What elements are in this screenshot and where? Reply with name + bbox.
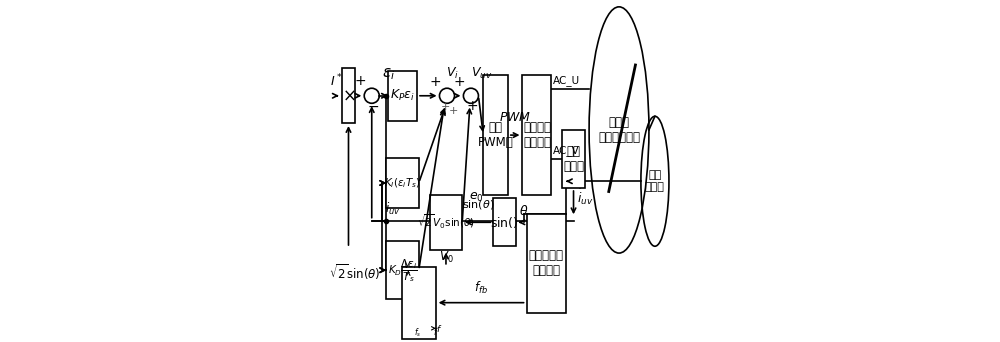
FancyBboxPatch shape — [386, 241, 419, 299]
FancyBboxPatch shape — [562, 130, 585, 188]
Text: $f_{fb}$: $f_{fb}$ — [474, 280, 488, 296]
Text: +: + — [466, 99, 478, 113]
FancyBboxPatch shape — [402, 267, 436, 339]
FancyBboxPatch shape — [342, 68, 355, 123]
Text: $\theta$: $\theta$ — [519, 204, 528, 218]
Text: $\times$: $\times$ — [342, 87, 355, 105]
Text: $I^*$: $I^*$ — [330, 73, 342, 89]
FancyBboxPatch shape — [430, 195, 462, 250]
Text: 全桥功率
逆变电路: 全桥功率 逆变电路 — [523, 121, 551, 149]
Text: $\sqrt{2}V_0\sin(\theta)$: $\sqrt{2}V_0\sin(\theta)$ — [417, 213, 475, 232]
Text: 位置传感器
信号处理: 位置传感器 信号处理 — [529, 249, 564, 277]
Text: $V_i$: $V_i$ — [446, 66, 459, 81]
Text: V: V — [403, 262, 409, 271]
FancyBboxPatch shape — [527, 214, 566, 313]
FancyBboxPatch shape — [388, 71, 417, 121]
Text: AC_U: AC_U — [553, 75, 580, 86]
Text: $\varepsilon_i$: $\varepsilon_i$ — [382, 66, 395, 82]
FancyBboxPatch shape — [386, 158, 419, 208]
Text: $PWM$: $PWM$ — [499, 111, 531, 124]
Text: +: + — [448, 106, 458, 116]
Text: f: f — [433, 328, 436, 337]
Text: $e_0$: $e_0$ — [469, 191, 484, 204]
Text: 单绕组
直流无刷电机: 单绕组 直流无刷电机 — [598, 116, 640, 144]
FancyBboxPatch shape — [493, 198, 516, 246]
Text: AC_V: AC_V — [553, 145, 580, 156]
Text: $V_0$: $V_0$ — [439, 250, 453, 265]
Text: $\sin(\theta)$: $\sin(\theta)$ — [462, 198, 494, 211]
Text: $K_P\varepsilon_i$: $K_P\varepsilon_i$ — [390, 88, 415, 103]
Text: $K_D\dfrac{\Delta\varepsilon_i}{T_s}$: $K_D\dfrac{\Delta\varepsilon_i}{T_s}$ — [388, 257, 417, 284]
Text: $K_I(\varepsilon_i T_s)$: $K_I(\varepsilon_i T_s)$ — [384, 176, 421, 190]
Text: $f_s$: $f_s$ — [414, 326, 422, 339]
Text: +: + — [429, 75, 441, 89]
Text: 电流
传感器: 电流 传感器 — [563, 145, 584, 173]
Text: $V_{uv}$: $V_{uv}$ — [471, 66, 493, 81]
Text: +: + — [453, 75, 465, 89]
FancyBboxPatch shape — [522, 75, 551, 195]
Text: $\sqrt{2}\sin(\theta)$: $\sqrt{2}\sin(\theta)$ — [329, 262, 381, 282]
Text: $i_{uv}$: $i_{uv}$ — [385, 201, 400, 217]
Text: $-$: $-$ — [367, 98, 379, 113]
Text: 生成
PWM波: 生成 PWM波 — [478, 121, 513, 149]
Text: $\dot{i}_{uv}$: $\dot{i}_{uv}$ — [577, 187, 594, 207]
Text: f: f — [437, 325, 440, 334]
Text: 位置
传感器: 位置 传感器 — [645, 170, 665, 192]
FancyBboxPatch shape — [483, 75, 508, 195]
Text: +: + — [441, 102, 450, 112]
Text: $\sin()$: $\sin()$ — [490, 215, 519, 230]
Text: +: + — [354, 74, 366, 88]
